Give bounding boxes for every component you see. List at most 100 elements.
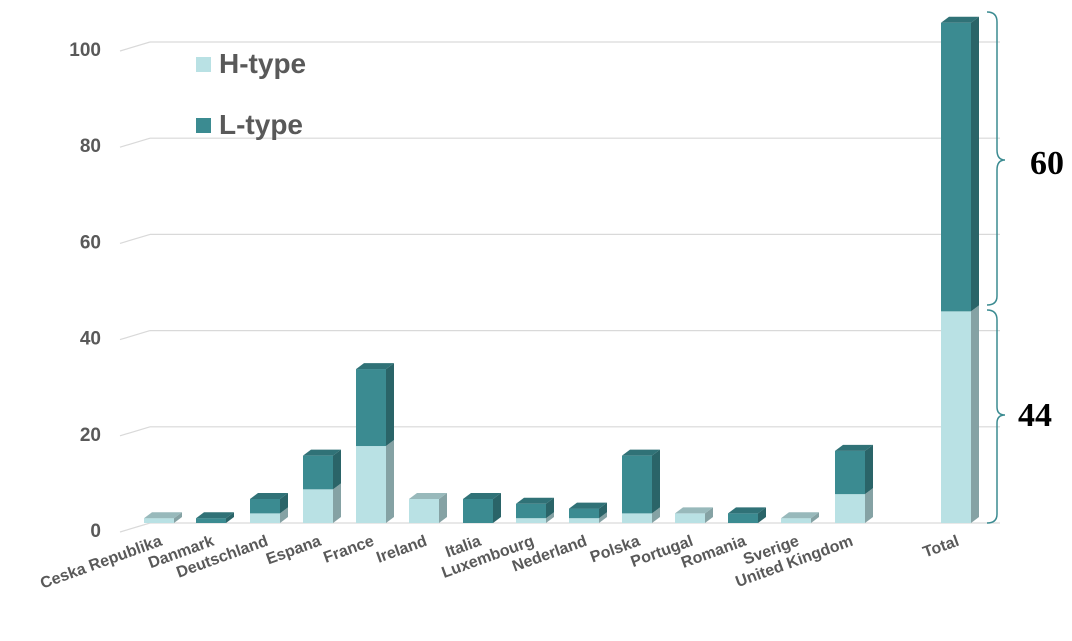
bar-h-type <box>941 311 971 523</box>
bar-group <box>516 497 554 523</box>
gridline-depth <box>119 330 151 341</box>
annotation-l-type-total: 60 <box>1030 145 1064 182</box>
bar-l-type <box>463 498 493 523</box>
bar-side-l-type <box>652 449 660 514</box>
bar-h-type <box>250 513 280 523</box>
bar-l-type <box>622 455 652 514</box>
bar-h-type <box>835 494 865 523</box>
bar-side-h-type <box>386 440 394 523</box>
bar-side-l-type <box>546 497 554 519</box>
bar-top <box>622 449 660 456</box>
y-axis: 0 20 40 60 80 100 <box>69 40 101 542</box>
bar-top <box>781 512 819 519</box>
bar-group <box>303 449 341 523</box>
bar-group <box>941 16 979 523</box>
grid-lines <box>119 41 1000 533</box>
x-tick-label: Ceska Republika <box>38 533 164 593</box>
bar-l-type <box>516 503 546 519</box>
gridline-depth <box>119 137 151 148</box>
y-tick-label: 20 <box>80 425 101 446</box>
y-tick-label: 0 <box>90 521 101 542</box>
bar-group <box>250 492 288 523</box>
bar-h-type <box>409 498 439 523</box>
bar-group <box>728 507 766 523</box>
y-tick-label: 60 <box>80 232 101 253</box>
bracket-h-type <box>986 309 1006 524</box>
bar-group <box>409 492 447 523</box>
bar-h-type <box>569 518 599 523</box>
bar-side-l-type <box>280 492 288 514</box>
gridline-depth <box>119 426 151 437</box>
bar-group <box>196 512 234 523</box>
bar-side-h-type <box>174 512 182 523</box>
bar-side-l-type <box>971 16 979 312</box>
bar-side-l-type <box>865 444 873 495</box>
bar-group <box>835 444 873 523</box>
gridline-depth <box>119 41 151 52</box>
bar-top <box>409 492 447 499</box>
bar-top <box>941 16 979 23</box>
bar-h-type <box>622 513 652 523</box>
x-tick-label: France <box>321 533 376 567</box>
bar-group <box>144 512 182 523</box>
bracket-l-type <box>986 11 1006 306</box>
legend-label-l-type: L-type <box>219 109 303 140</box>
bar-top <box>196 512 234 519</box>
bar-l-type <box>728 513 758 523</box>
bar-l-type <box>303 455 333 490</box>
legend-swatch-h-type <box>196 57 211 72</box>
bar-side-h-type <box>333 483 341 523</box>
annotation-h-type-total: 44 <box>1018 397 1052 434</box>
bar-top <box>356 363 394 370</box>
bar-h-type <box>144 518 174 523</box>
bar-side-l-type <box>599 502 607 519</box>
bar-group <box>569 502 607 523</box>
bars <box>144 16 979 523</box>
bar-l-type <box>356 369 386 447</box>
bar-top <box>463 492 501 499</box>
bar-side-h-type <box>439 492 447 523</box>
bar-l-type <box>250 498 280 514</box>
bar-side-l-type <box>386 363 394 447</box>
gridline-depth <box>119 522 151 533</box>
bar-side-h-type <box>705 507 713 523</box>
y-tick-label: 80 <box>80 136 101 157</box>
bar-group <box>675 507 713 523</box>
bar-group <box>463 492 501 523</box>
bar-top <box>303 449 341 456</box>
total-brackets: 60 44 <box>986 11 1064 524</box>
bar-top <box>144 512 182 519</box>
legend-swatch-l-type <box>196 118 211 133</box>
bar-side-l-type <box>226 512 234 523</box>
bar-top <box>569 502 607 509</box>
x-axis: Ceska RepublikaDanmarkDeutschlandEspanaF… <box>38 533 961 593</box>
bar-side-h-type <box>599 512 607 523</box>
bar-side-h-type <box>811 512 819 523</box>
y-tick-label: 40 <box>80 329 101 350</box>
legend: H-type L-type <box>196 48 306 140</box>
bar-group <box>781 512 819 523</box>
bar-h-type <box>516 518 546 523</box>
bar-h-type <box>303 489 333 523</box>
bar-l-type <box>196 518 226 523</box>
legend-label-h-type: H-type <box>219 48 306 79</box>
bar-h-type <box>356 446 386 523</box>
x-tick-label: Total <box>921 533 962 562</box>
bar-top <box>250 492 288 499</box>
x-tick-label: Espana <box>264 533 323 568</box>
bar-side-h-type <box>546 512 554 523</box>
bar-l-type <box>835 450 865 495</box>
bar-side-h-type <box>652 507 660 523</box>
bar-group <box>622 449 660 523</box>
gridline-depth <box>119 233 151 244</box>
bar-side-h-type <box>971 305 979 523</box>
bar-side-h-type <box>280 507 288 523</box>
bar-side-l-type <box>493 492 501 523</box>
bar-l-type <box>569 508 599 519</box>
bar-top <box>675 507 713 514</box>
bar-side-l-type <box>333 449 341 490</box>
bar-side-l-type <box>758 507 766 523</box>
x-tick-label: Ireland <box>374 533 429 567</box>
bar-h-type <box>675 513 705 523</box>
